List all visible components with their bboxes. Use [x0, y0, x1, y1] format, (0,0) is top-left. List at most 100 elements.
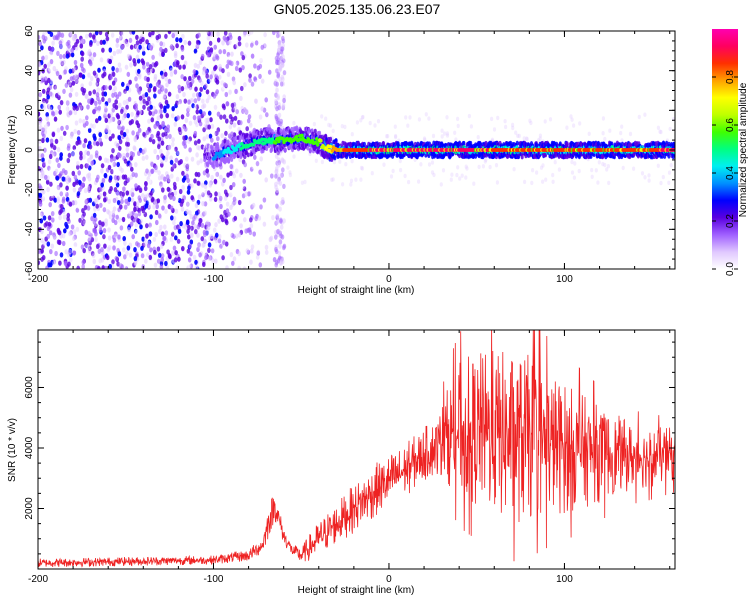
noise-speck — [382, 162, 386, 167]
noise-speck — [194, 259, 198, 265]
noise-speck — [184, 150, 188, 156]
noise-speck — [88, 229, 92, 235]
noise-speck — [193, 104, 198, 110]
noise-speck — [67, 43, 71, 49]
noise-speck — [123, 39, 127, 45]
noise-speck — [183, 60, 188, 66]
noise-speck — [279, 200, 284, 206]
noise-speck — [210, 137, 214, 143]
noise-speck — [202, 136, 206, 142]
noise-speck — [187, 234, 191, 240]
noise-speck — [72, 36, 76, 42]
noise-speck — [157, 60, 162, 66]
noise-speck — [541, 179, 545, 184]
noise-speck — [170, 124, 174, 130]
noise-speck — [133, 137, 138, 143]
noise-speck — [228, 32, 232, 38]
noise-speck — [249, 122, 253, 128]
noise-speck — [209, 225, 214, 231]
noise-speck — [111, 259, 115, 265]
noise-speck — [608, 128, 612, 133]
noise-speck — [215, 79, 220, 85]
noise-speck — [82, 154, 86, 160]
noise-speck — [71, 97, 76, 103]
noise-speck — [221, 103, 226, 109]
noise-speck — [122, 131, 127, 138]
noise-speck — [174, 208, 179, 214]
noise-speck — [113, 91, 118, 97]
noise-speck — [38, 153, 42, 159]
noise-speck — [230, 102, 235, 108]
noise-speck — [572, 175, 577, 180]
noise-speck — [40, 229, 44, 235]
noise-speck — [279, 218, 283, 224]
noise-speck — [130, 197, 135, 203]
noise-speck — [200, 53, 205, 60]
noise-speck — [38, 201, 43, 207]
noise-speck — [62, 48, 67, 54]
noise-speck — [55, 245, 59, 251]
noise-speck — [43, 76, 48, 82]
noise-speck — [195, 39, 200, 45]
noise-speck — [156, 154, 160, 160]
noise-speck — [47, 262, 51, 268]
noise-speck — [47, 68, 51, 74]
noise-speck — [146, 176, 151, 182]
noise-speck — [95, 213, 100, 219]
noise-speck — [189, 232, 194, 238]
noise-speck — [391, 168, 395, 174]
noise-speck — [256, 249, 261, 255]
noise-speck — [124, 90, 128, 97]
noise-speck — [146, 243, 151, 249]
noise-speck — [640, 171, 645, 176]
noise-speck — [108, 47, 113, 53]
noise-speck — [167, 91, 172, 97]
noise-speck — [128, 256, 132, 262]
noise-speck — [149, 247, 153, 253]
noise-speck — [186, 228, 190, 234]
noise-speck — [192, 123, 196, 129]
noise-speck — [472, 181, 476, 186]
noise-speck — [123, 174, 128, 180]
noise-speck — [128, 211, 132, 217]
noise-speck — [399, 167, 403, 173]
noise-speck — [96, 77, 100, 83]
noise-speck — [49, 195, 53, 202]
noise-speck — [569, 114, 573, 119]
noise-speck — [195, 122, 199, 128]
noise-speck — [245, 126, 249, 132]
noise-speck — [217, 247, 222, 253]
noise-speck — [78, 187, 82, 193]
noise-speck — [192, 92, 196, 98]
noise-speck — [86, 185, 91, 191]
noise-speck — [320, 114, 324, 119]
noise-speck — [180, 46, 185, 52]
noise-speck — [122, 247, 126, 253]
noise-speck — [66, 216, 70, 222]
noise-speck — [103, 243, 107, 249]
noise-speck — [117, 251, 122, 257]
noise-speck — [49, 167, 53, 173]
noise-speck — [181, 185, 185, 191]
noise-speck — [181, 107, 185, 113]
noise-speck — [222, 177, 226, 183]
noise-speck — [210, 174, 214, 181]
noise-speck — [193, 223, 197, 229]
noise-speck — [213, 213, 217, 219]
noise-speck — [445, 115, 449, 120]
noise-speck — [195, 152, 199, 158]
noise-speck — [530, 180, 534, 186]
noise-speck — [134, 162, 138, 168]
noise-speck — [183, 76, 187, 82]
noise-speck — [361, 114, 365, 120]
noise-speck — [134, 222, 139, 228]
noise-speck — [176, 238, 181, 244]
noise-speck — [106, 209, 110, 215]
noise-speck — [99, 202, 103, 208]
noise-speck — [187, 224, 191, 230]
noise-speck — [127, 226, 131, 232]
noise-speck — [124, 38, 129, 45]
noise-speck — [117, 124, 121, 130]
noise-speck — [75, 226, 80, 232]
noise-speck — [54, 168, 59, 174]
